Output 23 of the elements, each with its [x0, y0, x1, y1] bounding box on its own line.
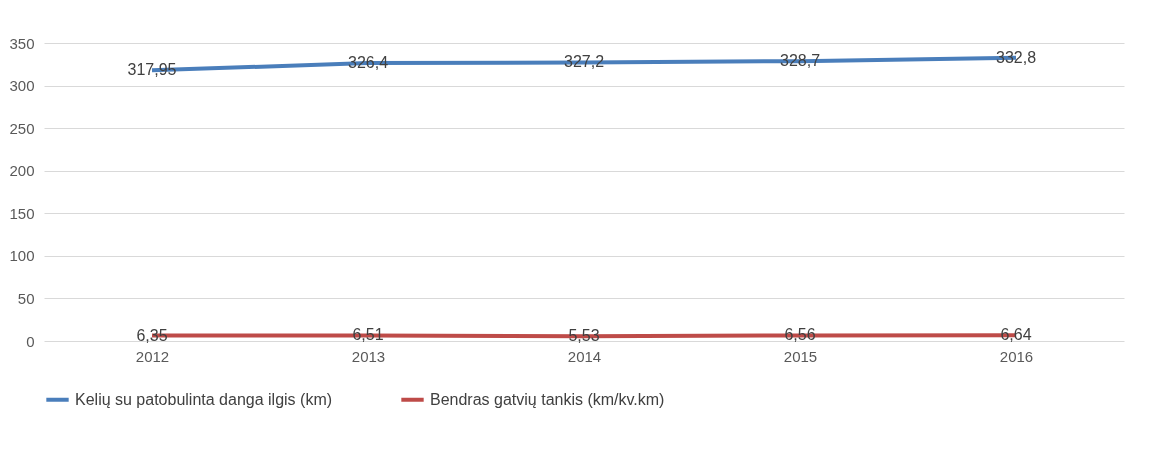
data-label: 6,51 [352, 326, 384, 344]
legend-label: Kelių su patobulinta danga ilgis (km) [75, 390, 333, 408]
y-tick-label: 100 [9, 247, 35, 265]
x-tick-label: 2015 [783, 347, 818, 365]
data-label: 328,7 [779, 52, 821, 70]
y-tick-label: 50 [17, 289, 35, 307]
y-tick-label: 200 [9, 162, 35, 180]
x-tick-label: 2012 [135, 347, 170, 365]
data-label: 332,8 [995, 48, 1037, 66]
x-tick-label: 2016 [999, 347, 1034, 365]
y-tick-label: 300 [9, 77, 35, 95]
y-tick-label: 150 [9, 204, 35, 222]
data-label: 6,35 [136, 326, 168, 344]
data-label: 6,64 [1000, 326, 1032, 344]
y-tick-label: 0 [26, 332, 35, 350]
y-tick-label: 250 [9, 119, 35, 137]
data-label: 6,56 [784, 326, 816, 344]
legend-label: Bendras gatvių tankis (km/kv.km) [430, 390, 665, 408]
data-label: 326,4 [347, 54, 389, 72]
x-tick-label: 2013 [351, 347, 386, 365]
data-label: 317,95 [127, 61, 177, 79]
x-tick-label: 2014 [567, 347, 602, 365]
y-tick-label: 350 [9, 34, 35, 52]
